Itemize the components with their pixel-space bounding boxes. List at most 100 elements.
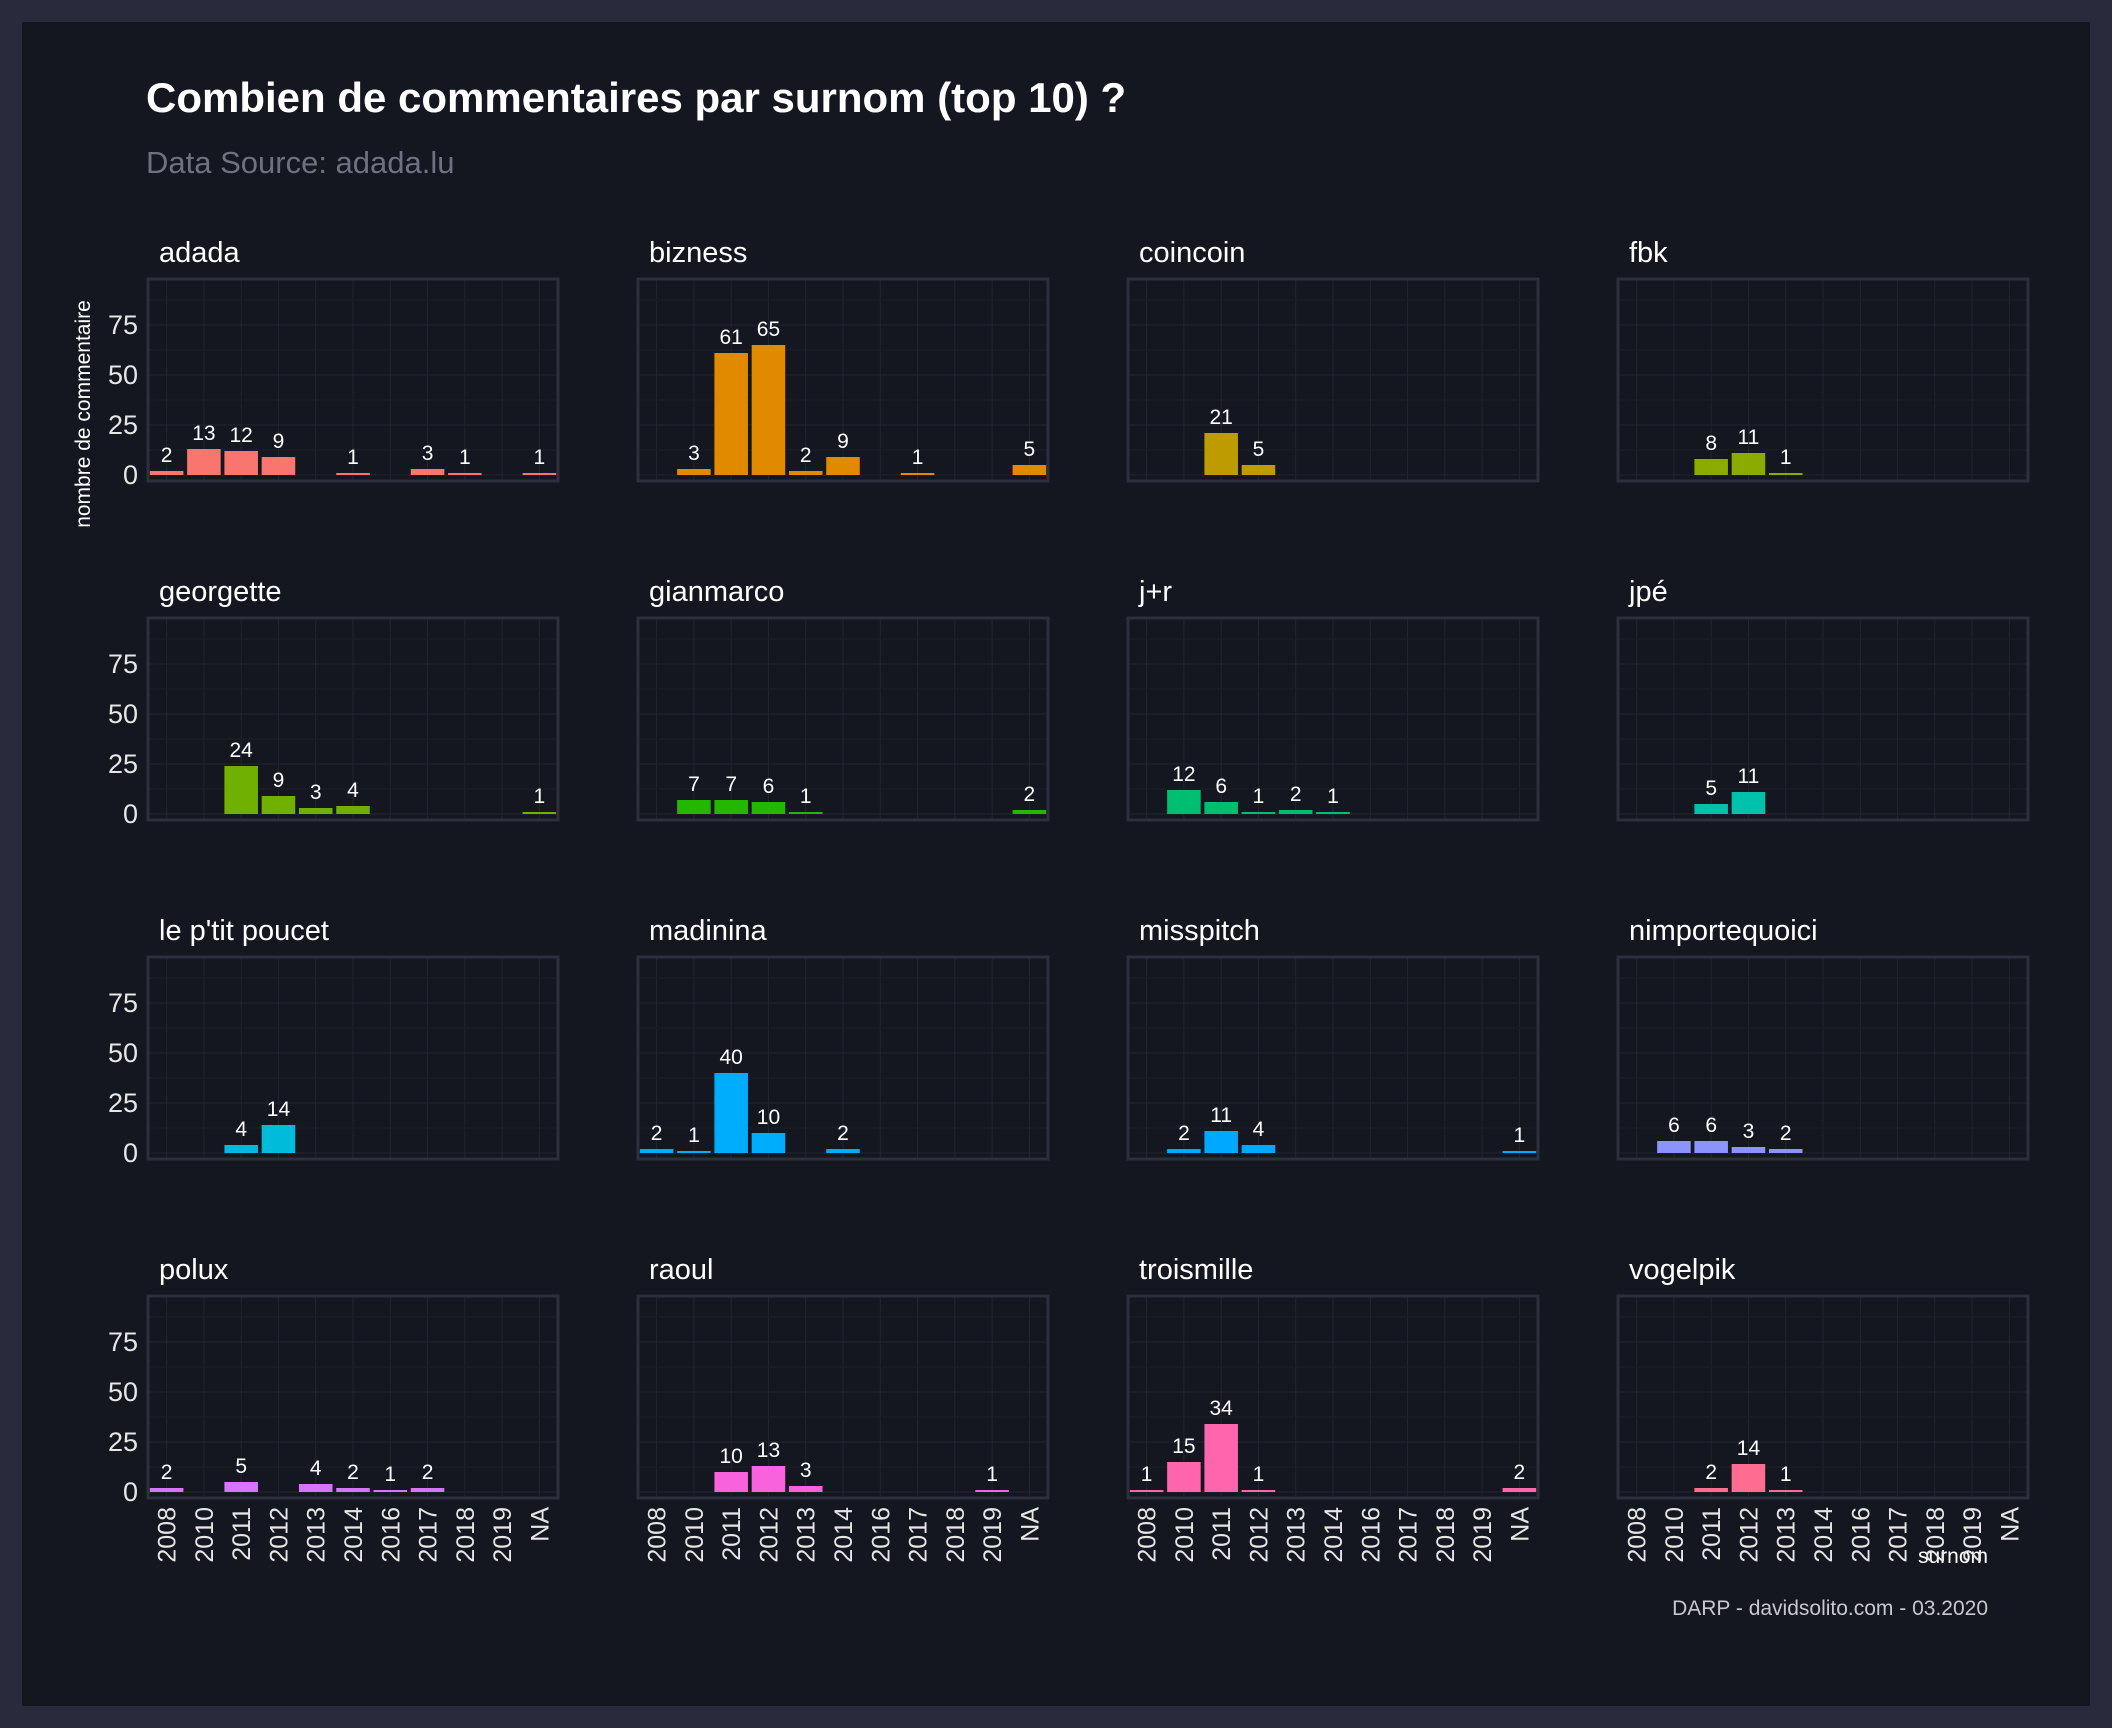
bar-2012 (751, 802, 786, 814)
facet-panel-raoul: raoul 10 13 3 1 2008 2010 2011 2012 2013 2014 2016 2… (636, 1254, 1050, 1563)
data-label: 1 (1253, 785, 1265, 808)
x-tick-label: 2016 (377, 1507, 405, 1563)
data-label: 2 (1290, 783, 1302, 806)
y-tick-label: 75 (108, 1327, 138, 1357)
data-label: 14 (267, 1098, 291, 1121)
x-tick-label: 2018 (1432, 1507, 1460, 1563)
bar-2012 (751, 345, 786, 475)
chart-title: Combien de commentaires par surnom (top … (146, 74, 1126, 121)
x-tick-label: 2018 (452, 1507, 480, 1563)
bar-2010 (1167, 1149, 1201, 1153)
facet-strip-label: le p'tit poucet (159, 915, 329, 947)
bar-2011 (714, 1073, 748, 1153)
bar-2012 (751, 1133, 786, 1153)
data-label: 11 (1738, 765, 1760, 788)
x-tick-label: NA (1996, 1507, 2024, 1542)
data-label: 1 (688, 1124, 700, 1147)
bar-2011 (1204, 802, 1238, 814)
data-label: 2 (161, 1461, 173, 1484)
facet-strip-label: polux (159, 1254, 229, 1286)
bar-2008 (149, 471, 184, 475)
data-label: 5 (235, 1455, 247, 1478)
x-tick-label: 2016 (867, 1507, 895, 1563)
x-tick-label: 2013 (1773, 1507, 1801, 1563)
bar-2014 (336, 473, 370, 475)
bar-NA (522, 473, 557, 475)
data-label: 4 (347, 779, 359, 802)
x-tick-label: 2014 (1320, 1507, 1348, 1563)
y-tick-label: 50 (108, 360, 138, 390)
bar-2014 (826, 457, 860, 475)
data-label: 9 (837, 430, 849, 453)
bar-2010 (1167, 1462, 1201, 1492)
data-label: 34 (1210, 1397, 1234, 1420)
data-label: 5 (1024, 438, 1036, 461)
bar-2013 (788, 1486, 823, 1492)
bar-2016 (373, 1490, 408, 1492)
facet-strip-label: raoul (649, 1254, 714, 1286)
facet-strip-label: jpé (1628, 576, 1668, 608)
y-tick-label: 75 (108, 649, 138, 679)
data-label: 14 (1737, 1437, 1761, 1460)
data-label: 5 (1705, 777, 1717, 800)
x-tick-label: 2016 (1357, 1507, 1385, 1563)
facet-strip-label: vogelpik (1629, 1254, 1736, 1286)
bar-2011 (1204, 1131, 1238, 1153)
data-label: 2 (1705, 1461, 1717, 1484)
data-label: 2 (1514, 1461, 1526, 1484)
y-tick-label: 25 (108, 410, 138, 440)
panel-border (1616, 277, 2030, 483)
facet-panel-madinina: madinina 2 1 40 10 2 (636, 915, 1050, 1161)
x-tick-label: 2016 (1847, 1507, 1875, 1563)
facet-panel-le-p-tit-poucet: le p'tit poucet 4 14 0 25 50 75 (108, 915, 560, 1168)
data-label: 1 (1780, 1463, 1792, 1486)
bar-2008 (149, 1488, 184, 1492)
bar-NA (1012, 810, 1047, 814)
y-tick-label: 0 (123, 1138, 138, 1168)
data-label: 4 (235, 1118, 247, 1141)
data-label: 3 (422, 442, 434, 465)
x-tick-label: 2008 (644, 1507, 672, 1563)
data-label: 1 (459, 446, 471, 469)
panel-border (636, 277, 1050, 483)
facet-strip-label: georgette (159, 576, 282, 608)
x-tick-label: 2018 (942, 1507, 970, 1563)
bar-2010 (677, 469, 711, 475)
panel-border (146, 955, 560, 1161)
data-label: 10 (720, 1445, 743, 1468)
facet-panel-nimportequoici: nimportequoici 6 6 3 2 (1616, 915, 2030, 1161)
panel-border (1616, 1294, 2030, 1500)
x-tick-label: 2017 (1885, 1507, 1913, 1563)
facet-panel-coincoin: coincoin 21 5 (1126, 237, 1540, 483)
data-label: 1 (1327, 785, 1339, 808)
facet-strip-label: coincoin (1139, 237, 1245, 269)
x-tick-label: 2012 (755, 1507, 783, 1563)
x-tick-label: 2012 (1245, 1507, 1273, 1563)
data-label: 3 (1743, 1120, 1755, 1143)
x-tick-label: 2012 (1735, 1507, 1763, 1563)
bar-2011 (1694, 459, 1728, 475)
bar-2011 (714, 353, 748, 475)
bar-NA (522, 812, 557, 814)
data-label: 1 (534, 446, 546, 469)
panel-border (636, 616, 1050, 822)
panel-border (1616, 616, 2030, 822)
facet-strip-label: fbk (1629, 237, 1668, 269)
bar-2012 (751, 1466, 786, 1492)
y-tick-label: 75 (108, 988, 138, 1018)
facet-panel-troismille: troismille 1 15 34 1 2 2008 2010 2011 2012 2013 201… (1126, 1254, 1540, 1563)
data-label: 4 (1253, 1118, 1265, 1141)
data-label: 1 (534, 785, 546, 808)
data-label: 13 (192, 422, 215, 445)
data-label: 6 (1215, 775, 1227, 798)
facet-strip-label: gianmarco (649, 576, 784, 608)
panel-border (1126, 955, 1540, 1161)
data-label: 1 (912, 446, 924, 469)
bar-NA (1502, 1488, 1537, 1492)
bar-2010 (1657, 1141, 1691, 1153)
bar-2012 (261, 457, 296, 475)
bar-2011 (224, 766, 258, 814)
